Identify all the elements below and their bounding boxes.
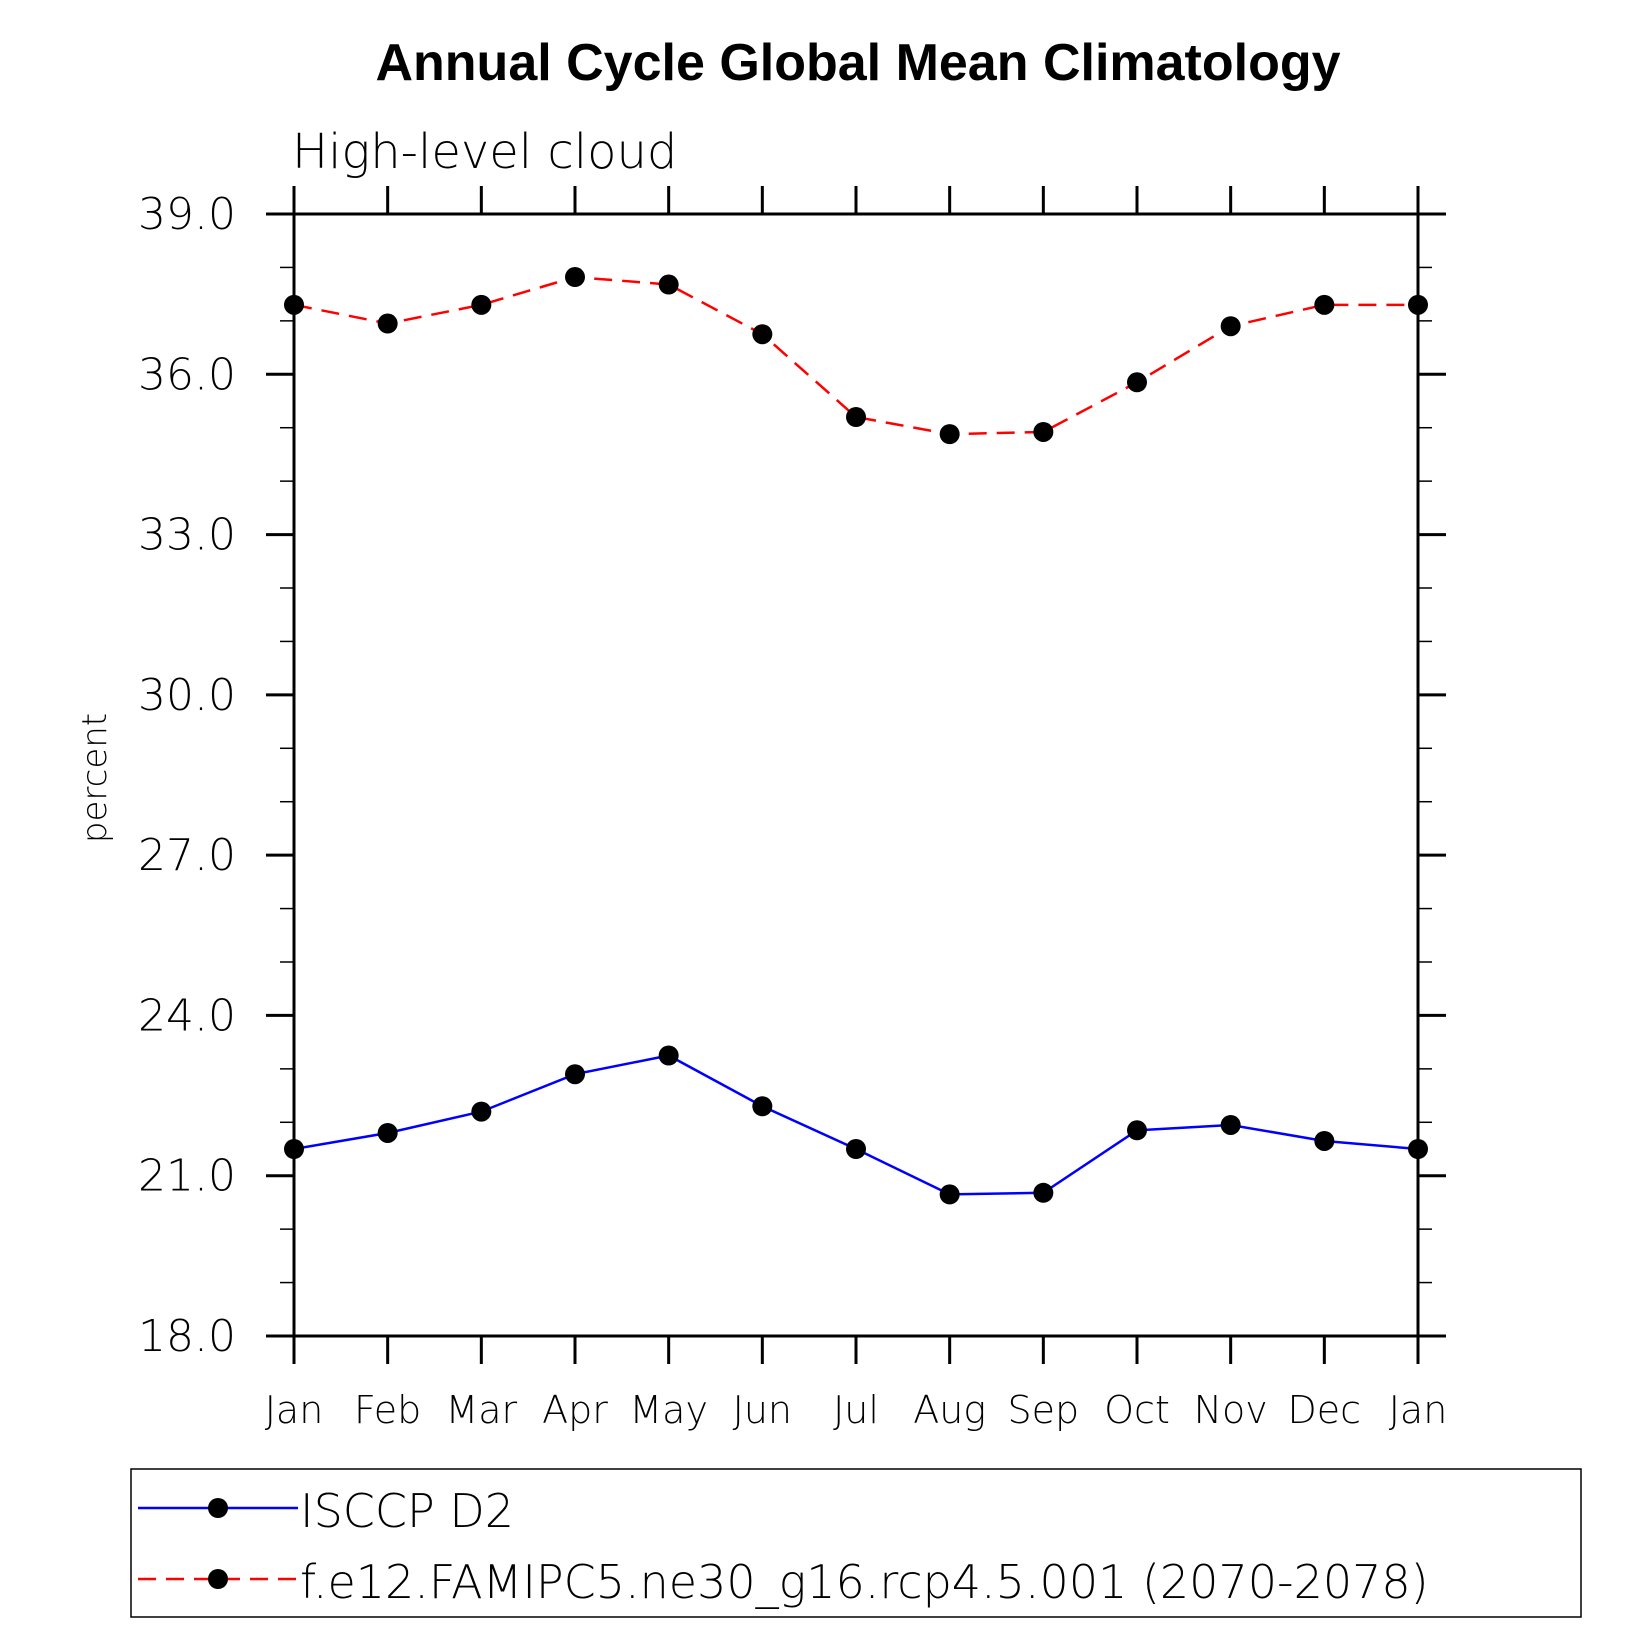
y-tick-label: 21.0 bbox=[138, 1151, 236, 1202]
series-0-point bbox=[846, 1139, 866, 1159]
x-tick-label: Feb bbox=[354, 1388, 421, 1432]
series-1-point bbox=[846, 407, 866, 428]
y-tick-label: 30.0 bbox=[138, 670, 236, 721]
x-tick-label: Dec bbox=[1288, 1388, 1362, 1432]
series-1-point bbox=[752, 324, 773, 345]
series-0-point bbox=[565, 1064, 585, 1085]
x-axis: Jan Feb Mar Apr May Jun Jul Aug Sep Oct Nov Dec Jan bbox=[265, 186, 1448, 1432]
x-tick-label: May bbox=[629, 1388, 708, 1432]
series-0-point bbox=[1408, 1139, 1428, 1159]
x-tick-label: Mar bbox=[445, 1388, 517, 1432]
x-tick-label: Apr bbox=[542, 1388, 608, 1432]
legend-marker-model bbox=[208, 1569, 228, 1589]
legend-box bbox=[130, 1468, 1582, 1618]
series-1-point bbox=[939, 424, 960, 445]
series-1-point bbox=[377, 313, 398, 334]
plot-frame bbox=[292, 212, 1420, 1338]
legend-label-model: f.e12.FAMIPC5.ne30_g16.rcp4.5.001 (2070-… bbox=[300, 1555, 1429, 1609]
series-1-point bbox=[1220, 316, 1241, 337]
series-1-point bbox=[658, 274, 679, 295]
legend-marker-isccp bbox=[208, 1498, 228, 1518]
series-1-point bbox=[1408, 294, 1428, 315]
y-tick-label: 39.0 bbox=[138, 189, 236, 240]
y-axis-label: percent bbox=[75, 713, 115, 843]
series-0-point bbox=[752, 1096, 773, 1117]
series-0-point bbox=[1033, 1182, 1054, 1203]
series-0-point bbox=[1220, 1114, 1241, 1135]
chart-subtitle: High-level cloud bbox=[292, 124, 677, 180]
series-1-point bbox=[565, 267, 585, 288]
series-1-point bbox=[471, 294, 492, 315]
x-tick-label: Jan bbox=[265, 1388, 324, 1432]
y-tick-label: 33.0 bbox=[138, 510, 236, 561]
x-tick-label: Sep bbox=[1008, 1388, 1080, 1432]
legend: ISCCP D2 f.e12.FAMIPC5.ne30_g16.rcp4.5.0… bbox=[130, 1468, 1582, 1618]
series-0-point bbox=[1314, 1130, 1335, 1151]
series-1-point bbox=[1314, 294, 1335, 315]
series-1-point bbox=[1127, 372, 1147, 393]
x-tick-label: Jun bbox=[733, 1388, 792, 1432]
legend-label-isccp: ISCCP D2 bbox=[300, 1484, 514, 1538]
series-1-point bbox=[1033, 421, 1054, 442]
chart-title: Annual Cycle Global Mean Climatology bbox=[375, 34, 1340, 92]
y-tick-label: 36.0 bbox=[138, 349, 236, 400]
series-0-point bbox=[658, 1045, 679, 1066]
series-0-point bbox=[939, 1184, 960, 1205]
y-tick-label: 24.0 bbox=[138, 990, 236, 1041]
y-tick-label: 27.0 bbox=[138, 830, 236, 881]
series-0-point bbox=[471, 1101, 492, 1122]
series-layer bbox=[284, 267, 1428, 1205]
series-1-point bbox=[284, 294, 304, 315]
x-tick-label: Oct bbox=[1104, 1388, 1170, 1432]
y-tick-label: 18.0 bbox=[138, 1311, 236, 1362]
x-tick-label: Jul bbox=[833, 1388, 879, 1432]
x-tick-label: Aug bbox=[913, 1388, 986, 1432]
series-0-point bbox=[284, 1139, 304, 1159]
series-0-point bbox=[377, 1122, 398, 1143]
series-line-0 bbox=[293, 1054, 1419, 1196]
y-axis: 18.0 21.0 24.0 27.0 30.0 33.0 36.0 39.0 bbox=[138, 189, 1446, 1362]
x-tick-label: Jan bbox=[1389, 1388, 1448, 1432]
series-0-point bbox=[1127, 1120, 1147, 1141]
x-tick-label: Nov bbox=[1194, 1388, 1268, 1432]
